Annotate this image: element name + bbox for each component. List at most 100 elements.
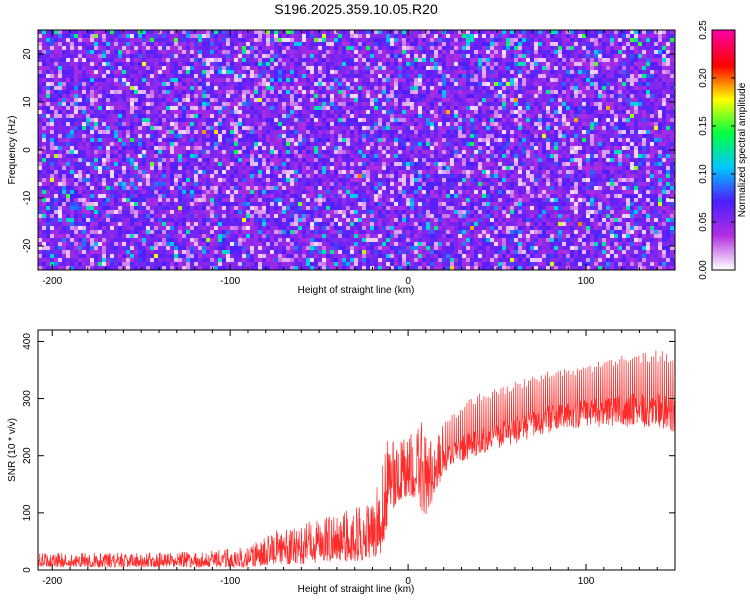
heatmap-cell <box>402 30 407 35</box>
heatmap-cell <box>54 106 59 111</box>
heatmap-cell <box>638 98 643 103</box>
heatmap-cell <box>42 126 47 131</box>
heatmap-cell <box>358 122 363 127</box>
heatmap-cell <box>398 126 403 131</box>
heatmap-cell <box>210 142 215 147</box>
heatmap-cell <box>202 122 207 127</box>
heatmap-cell <box>558 54 563 59</box>
heatmap-cell <box>446 90 451 95</box>
heatmap-cell <box>230 98 235 103</box>
heatmap-cell <box>394 38 399 43</box>
heatmap-cell <box>38 150 43 155</box>
heatmap-cell <box>262 78 267 83</box>
heatmap-cell <box>202 142 207 147</box>
heatmap-cell <box>562 82 567 87</box>
heatmap-cell <box>94 106 99 111</box>
heatmap-cell <box>54 90 59 95</box>
heatmap-cell <box>502 94 507 99</box>
heatmap-cell <box>98 150 103 155</box>
heatmap-cell <box>90 70 95 75</box>
heatmap-cell <box>254 110 259 115</box>
heatmap-cell <box>434 86 439 91</box>
heatmap-cell <box>262 150 267 155</box>
heatmap-cell <box>466 126 471 131</box>
heatmap-cell <box>314 90 319 95</box>
heatmap-cell <box>378 134 383 139</box>
heatmap-cell <box>278 142 283 147</box>
heatmap-cell <box>42 114 47 119</box>
heatmap-cell <box>578 134 583 139</box>
heatmap-cell <box>322 54 327 59</box>
heatmap-cell <box>646 90 651 95</box>
heatmap-cell <box>250 66 255 71</box>
heatmap-cell <box>434 30 439 35</box>
heatmap-cell <box>594 74 599 79</box>
heatmap-cell <box>474 82 479 87</box>
heatmap-cell <box>414 50 419 55</box>
heatmap-cell <box>550 54 555 59</box>
heatmap-cell <box>194 74 199 79</box>
heatmap-cell <box>182 98 187 103</box>
heatmap-cell <box>386 62 391 67</box>
heatmap-cell <box>274 54 279 59</box>
heatmap-cell <box>158 86 163 91</box>
heatmap-cell <box>362 102 367 107</box>
heatmap-cell <box>602 70 607 75</box>
heatmap-cell <box>426 42 431 47</box>
heatmap-cell <box>622 122 627 127</box>
heatmap-cell <box>442 146 447 151</box>
heatmap-cell <box>326 42 331 47</box>
heatmap-cell <box>562 110 567 115</box>
heatmap-cell <box>482 34 487 39</box>
heatmap-cell <box>618 50 623 55</box>
heatmap-cell <box>106 142 111 147</box>
heatmap-cell <box>294 46 299 51</box>
heatmap-cell <box>274 102 279 107</box>
heatmap-cell <box>586 98 591 103</box>
heatmap-cell <box>206 98 211 103</box>
heatmap-cell <box>554 58 559 63</box>
heatmap-cell <box>370 118 375 123</box>
heatmap-cell <box>566 82 571 87</box>
heatmap-cell <box>150 42 155 47</box>
heatmap-cell <box>426 130 431 135</box>
heatmap-cell <box>306 126 311 131</box>
heatmap-cell <box>522 138 527 143</box>
heatmap-cell <box>502 102 507 107</box>
heatmap-cell <box>562 90 567 95</box>
heatmap-cell <box>242 146 247 151</box>
heatmap-cell <box>462 118 467 123</box>
heatmap-cell <box>118 42 123 47</box>
heatmap-cell <box>154 146 159 151</box>
heatmap-cell <box>314 70 319 75</box>
heatmap-cell <box>378 86 383 91</box>
heatmap-cell <box>142 50 147 55</box>
heatmap-cell <box>458 146 463 151</box>
heatmap-cell <box>226 42 231 47</box>
heatmap-cell <box>606 38 611 43</box>
heatmap-cell <box>310 118 315 123</box>
heatmap-cell <box>526 38 531 43</box>
heatmap-cell <box>570 90 575 95</box>
heatmap-cell <box>310 66 315 71</box>
heatmap-cell <box>250 42 255 47</box>
heatmap-cell <box>254 98 259 103</box>
heatmap-cell <box>450 110 455 115</box>
heatmap-cell <box>526 54 531 59</box>
heatmap-cell <box>146 106 151 111</box>
heatmap-cell <box>342 78 347 83</box>
heatmap-cell <box>286 102 291 107</box>
heatmap-cell <box>230 134 235 139</box>
heatmap-cell <box>454 58 459 63</box>
heatmap-cell <box>666 94 671 99</box>
heatmap-cell <box>230 78 235 83</box>
heatmap-cell <box>510 102 515 107</box>
heatmap-cell <box>238 70 243 75</box>
heatmap-cell <box>190 122 195 127</box>
heatmap-cell <box>390 90 395 95</box>
heatmap-cell <box>610 98 615 103</box>
heatmap-cell <box>610 146 615 151</box>
heatmap-cell <box>666 42 671 47</box>
heatmap-cell <box>582 138 587 143</box>
heatmap-cell <box>566 142 571 147</box>
